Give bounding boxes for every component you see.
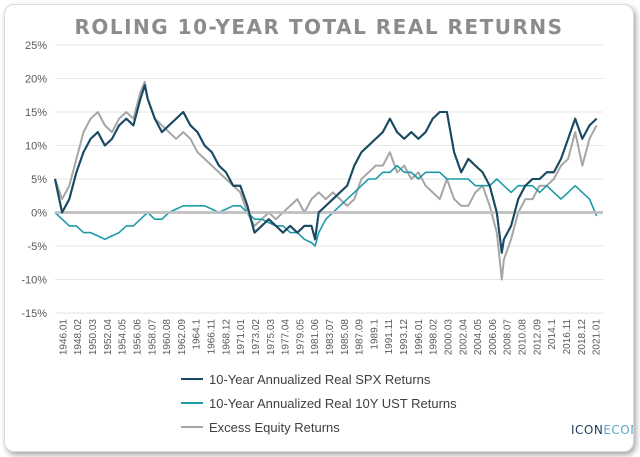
y-tick-label: 20% [25,74,47,86]
legend-swatch-spx [181,378,203,380]
y-tick-label: -15% [21,308,47,320]
legend-label-excess: Excess Equity Returns [209,419,340,435]
series-line-spx-top [54,84,598,254]
x-tick-label: 1954.05 [118,319,129,356]
x-tick-label: 2006.06 [488,319,499,356]
y-tick-label: -10% [21,275,47,287]
x-tick-label: 1966.11 [207,319,218,355]
x-tick-label: 1991.11 [384,319,395,355]
legend-swatch-ust [181,402,203,404]
x-tick-label: 2010.08 [518,319,529,356]
legend-item-spx: 10-Year Annualized Real SPX Returns [181,367,457,391]
y-tick-label: 5% [31,174,47,186]
x-tick-label: 1998.02 [429,319,440,356]
x-tick-label: 1960.08 [162,319,173,356]
legend-label-spx: 10-Year Annualized Real SPX Returns [209,371,431,387]
x-tick-label: 1975.03 [266,319,277,356]
y-tick-label: 25% [25,40,47,52]
x-tick-label: 2021.01 [592,319,603,356]
y-tick-label: 0% [31,208,47,220]
x-tick-label: 1971.01 [236,319,247,356]
x-tick-label: 2016.11 [562,319,573,355]
y-tick-label: -5% [27,241,47,253]
x-tick-label: 1987.09 [355,319,366,356]
legend-item-ust: 10-Year Annualized Real 10Y UST Returns [181,391,457,415]
x-tick-label: 2004.05 [473,319,484,356]
x-tick-label: 2002.04 [458,319,469,356]
iconecon-logo: ICONECON [571,423,633,437]
legend-item-excess: Excess Equity Returns [181,415,457,439]
x-tick-label: 1983.07 [325,319,336,356]
x-tick-label: 1962.09 [177,319,188,356]
logo-text-econ: ECON [603,423,633,437]
x-tick-label: 2012.09 [532,319,543,356]
chart-title: ROLING 10-YEAR TOTAL REAL RETURNS [74,15,564,39]
legend-swatch-excess [181,426,203,428]
x-tick-label: 2014.1 [547,319,558,350]
x-tick-label: 1964.1 [192,319,203,350]
x-tick-label: 1946.01 [58,319,69,356]
y-tick-label: 15% [25,107,47,119]
x-tick-label: 1968.12 [221,319,232,356]
x-tick-label: 1993.12 [399,319,410,356]
x-tick-label: 1977.04 [281,319,292,356]
y-tick-label: 10% [25,141,47,153]
x-tick-label: 1948.02 [73,319,84,356]
chart-card: ROLING 10-YEAR TOTAL REAL RETURNS -15% -1… [4,4,634,452]
x-tick-label: 1973.02 [251,319,262,356]
legend-label-ust: 10-Year Annualized Real 10Y UST Returns [209,395,457,411]
x-tick-label: 1979.05 [295,319,306,356]
x-tick-label: 2018.12 [577,319,588,356]
x-tick-label: 1950.03 [88,319,99,356]
x-tick-label: 2000.03 [443,319,454,356]
x-tick-label: 1956.06 [132,319,143,356]
x-tick-label: 1981.06 [310,319,321,356]
x-tick-label: 1985.08 [340,319,351,356]
x-tick-label: 1996.01 [414,319,425,356]
logo-text-icon: ICON [571,423,604,437]
series-line-excess [54,80,598,281]
x-tick-label: 1952.04 [103,319,114,356]
x-tick-label: 1989.1 [369,319,380,350]
x-tick-label: 1958.07 [147,319,158,356]
x-tick-label: 2008.07 [503,319,514,356]
chart-legend: 10-Year Annualized Real SPX Returns 10-Y… [181,367,457,439]
line-chart: -15% -10% -5% 0% 5% 10% 15% 20% 25% 1946.01 1948.0… [21,40,603,356]
